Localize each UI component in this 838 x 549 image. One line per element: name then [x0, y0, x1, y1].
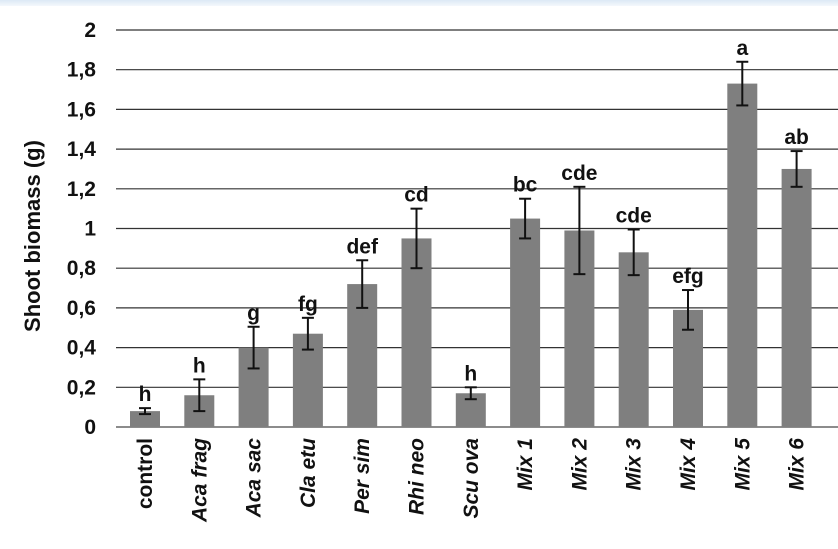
category-label: Mix 4 [677, 438, 700, 491]
y-tick-label: 2 [84, 19, 96, 42]
category-label: control [134, 438, 157, 509]
significance-letter: bc [513, 174, 538, 197]
gridlines [116, 29, 838, 428]
category-label: Aca frag [188, 438, 211, 523]
bar [130, 411, 160, 427]
y-axis-title: Shoot biomass (g) [20, 140, 45, 332]
y-tick-label: 1,4 [67, 138, 97, 161]
category-label: Cla etu [297, 438, 320, 508]
category-label: Mix 1 [514, 438, 537, 491]
significance-letter: h [464, 362, 477, 385]
category-label: Mix 3 [623, 438, 646, 491]
y-tick-label: 0,8 [67, 257, 97, 280]
y-tick-label: 0,6 [67, 297, 96, 320]
significance-letter: h [139, 383, 152, 406]
y-tick-label: 0,2 [67, 376, 96, 399]
category-label: Mix 2 [568, 438, 591, 491]
significance-letter: cd [404, 184, 429, 207]
bar [401, 238, 432, 427]
significance-letter: fg [298, 293, 318, 316]
top-border-strip [0, 0, 838, 6]
category-label: Mix 5 [731, 438, 754, 491]
bar [727, 83, 758, 427]
bar [781, 168, 812, 427]
category-label: Scu ova [460, 438, 483, 519]
category-label: Per sim [351, 438, 374, 514]
significance-letter: cde [561, 162, 597, 185]
y-tick-label: 1,8 [67, 59, 97, 82]
significance-letter: efg [672, 265, 704, 288]
bar [618, 252, 649, 427]
bar [510, 218, 541, 427]
significance-letter: a [736, 37, 748, 60]
significance-letter: h [193, 354, 206, 377]
bars [130, 83, 812, 427]
category-label: Mix 6 [786, 438, 809, 491]
y-tick-label: 1 [84, 218, 96, 241]
category-labels: control Aca frag Aca sac Cla etu Per sim Rhi … [134, 438, 809, 523]
y-tick-label: 1,6 [67, 98, 96, 121]
error-bars [139, 60, 803, 416]
category-label: Aca sac [243, 438, 266, 519]
y-tick-label: 0,4 [67, 337, 97, 360]
y-tick-label: 1,2 [67, 178, 96, 201]
category-label: Rhi neo [406, 438, 429, 515]
y-tick-labels: 0 0,2 0,4 0,6 0,8 1 1,2 1,4 1,6 1,8 2 [67, 19, 97, 439]
significance-letter: def [346, 235, 379, 258]
significance-letter: cde [616, 204, 652, 227]
significance-letter: g [247, 302, 260, 325]
y-tick-label: 0 [84, 416, 96, 439]
significance-letter: ab [784, 126, 809, 149]
